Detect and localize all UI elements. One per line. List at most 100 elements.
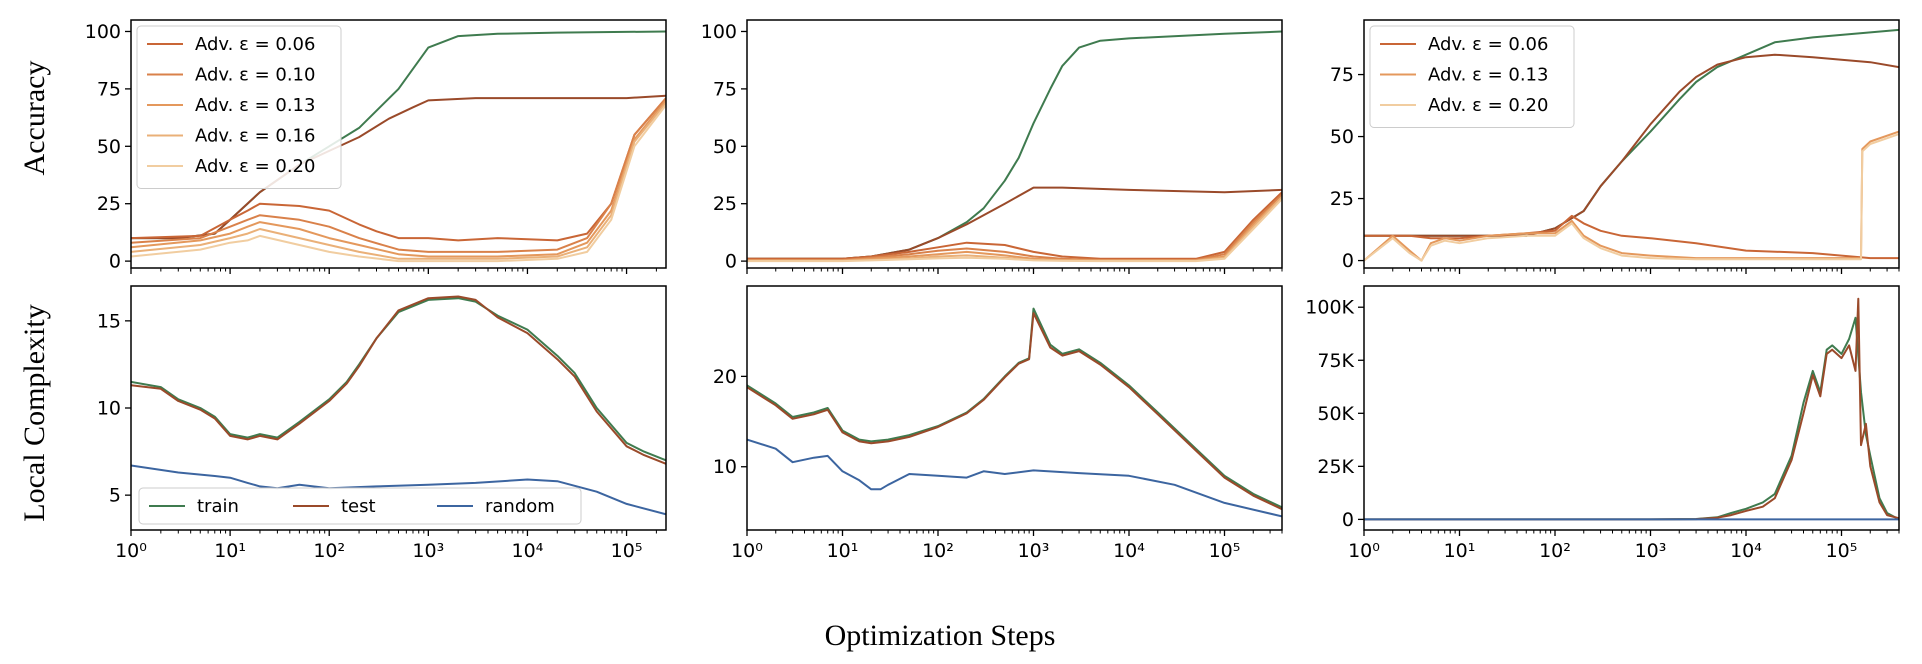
series-group xyxy=(131,30,666,263)
x-tick-label: 10² xyxy=(1539,540,1571,562)
y-tick-label: 5 xyxy=(109,485,121,507)
legend-label: Adv. ε = 0.20 xyxy=(1428,95,1548,116)
series-line-acc2-2 xyxy=(747,191,1282,260)
y-tick-label: 50 xyxy=(1330,126,1354,148)
x-tick-label: 10¹ xyxy=(1444,540,1476,562)
y-tick-label: 25 xyxy=(1330,188,1354,210)
series-line-acc1-3 xyxy=(131,97,666,253)
axes-frame xyxy=(746,19,1283,269)
y-tick-label: 20 xyxy=(713,366,737,388)
axes-frame xyxy=(746,285,1283,531)
y-tick-label: 0 xyxy=(725,251,737,273)
legend-label: Adv. ε = 0.10 xyxy=(195,65,315,86)
series-line-acc1-5 xyxy=(131,102,666,260)
x-tick-label: 10⁴ xyxy=(512,540,544,562)
series-line-lc2-1 xyxy=(747,312,1282,511)
chart-panel-acc2: 0 25 50 75 100 xyxy=(701,19,1283,274)
legend-box xyxy=(136,25,342,189)
y-tick-label: 75 xyxy=(713,78,737,100)
y-tick-label: 25 xyxy=(713,193,737,215)
series-line-acc1-2 xyxy=(131,97,666,242)
legend-label: Adv. ε = 0.20 xyxy=(195,156,315,177)
y-tick-label: 100K xyxy=(1305,297,1354,319)
y-tick-label: 50K xyxy=(1317,403,1354,425)
legend-label: Adv. ε = 0.16 xyxy=(195,126,315,147)
chart-panel-lc2: 10 20 10⁰ 10¹ 10² 10³ 10⁴ 10⁵ xyxy=(713,285,1283,562)
legend-label: Adv. ε = 0.13 xyxy=(195,95,315,116)
series-line-lc1-1 xyxy=(131,295,666,465)
x-tick-label: 10³ xyxy=(1018,540,1050,562)
x-tick-label: 10⁵ xyxy=(1209,540,1241,562)
x-tick-label: 10⁰ xyxy=(731,540,763,562)
x-tick-label: 10² xyxy=(313,540,345,562)
series-group xyxy=(747,307,1282,518)
legend-label: Adv. ε = 0.06 xyxy=(1428,34,1548,55)
legend-label: Adv. ε = 0.13 xyxy=(1428,65,1548,86)
axes-frame xyxy=(1363,285,1900,531)
y-tick-label: 15 xyxy=(97,310,121,332)
x-tick-label: 10¹ xyxy=(214,540,246,562)
legend-label: test xyxy=(341,496,376,517)
y-tick-label: 10 xyxy=(713,456,737,478)
series-line-acc2-3 xyxy=(747,193,1282,261)
y-label-top: Accuracy xyxy=(18,61,51,176)
series-line-lc3-1 xyxy=(1364,297,1899,521)
y-tick-label: 0 xyxy=(1342,250,1354,272)
series-line-lc2-0 xyxy=(747,307,1282,509)
chart-panel-lc3: 0 25K 50K 75K 100K 10⁰ 10¹ 10² 10³ 10⁴ 10⁵ xyxy=(1305,285,1900,562)
y-label-bottom: Local Complexity xyxy=(18,304,51,521)
series-line-acc1-6 xyxy=(131,104,666,263)
legend: Adv. ε = 0.06 Adv. ε = 0.13 Adv. ε = 0.20 xyxy=(1369,25,1575,128)
x-tick-label: 10¹ xyxy=(827,540,859,562)
x-tick-label: 10³ xyxy=(1635,540,1667,562)
legend-label: train xyxy=(197,496,239,517)
series-line-acc2-6 xyxy=(747,198,1282,263)
series-line-lc1-0 xyxy=(131,297,666,462)
series-line-acc1-1 xyxy=(131,94,666,240)
x-tick-label: 10⁵ xyxy=(1826,540,1858,562)
y-tick-label: 25 xyxy=(97,193,121,215)
series-line-acc2-0 xyxy=(747,30,1282,260)
x-tick-label: 10⁴ xyxy=(1730,540,1762,562)
legend-label: Adv. ε = 0.06 xyxy=(195,34,315,55)
legend: train test random xyxy=(138,487,582,525)
x-tick-label: 10⁰ xyxy=(115,540,147,562)
y-tick-label: 75 xyxy=(97,78,121,100)
legend: Adv. ε = 0.06 Adv. ε = 0.10 Adv. ε = 0.13 A… xyxy=(136,25,342,189)
series-line-acc3-4 xyxy=(1364,133,1899,262)
series-line-acc2-4 xyxy=(747,196,1282,262)
x-label: Optimization Steps xyxy=(825,619,1056,652)
y-tick-label: 100 xyxy=(701,21,737,43)
series-group xyxy=(1364,297,1899,521)
y-tick-label: 50 xyxy=(97,136,121,158)
series-line-acc2-5 xyxy=(747,196,1282,262)
series-line-acc1-4 xyxy=(131,99,666,258)
y-tick-label: 100 xyxy=(85,21,121,43)
series-line-lc3-0 xyxy=(1364,316,1899,521)
series-group xyxy=(131,295,666,516)
y-tick-label: 50 xyxy=(713,136,737,158)
y-tick-label: 75 xyxy=(1330,64,1354,86)
series-group xyxy=(747,30,1282,263)
x-tick-label: 10⁵ xyxy=(611,540,643,562)
series-group xyxy=(1364,28,1899,262)
legend-label: random xyxy=(485,496,555,517)
x-tick-label: 10⁴ xyxy=(1113,540,1145,562)
y-tick-label: 75K xyxy=(1317,350,1354,372)
x-tick-label: 10³ xyxy=(412,540,444,562)
y-tick-label: 10 xyxy=(97,398,121,420)
x-tick-label: 10² xyxy=(922,540,954,562)
legend-box xyxy=(138,487,582,525)
y-tick-label: 0 xyxy=(1342,509,1354,531)
y-tick-label: 0 xyxy=(109,251,121,273)
y-tick-label: 25K xyxy=(1317,456,1354,478)
series-line-lc2-2 xyxy=(747,438,1282,518)
axes-frame xyxy=(1363,19,1900,269)
legend-box xyxy=(1369,25,1575,128)
chart-panel-lc1: 5 10 15 10⁰ 10¹ 10² 10³ 10⁴ 10⁵ train test random xyxy=(97,285,667,562)
series-line-acc3-2 xyxy=(1364,214,1899,260)
